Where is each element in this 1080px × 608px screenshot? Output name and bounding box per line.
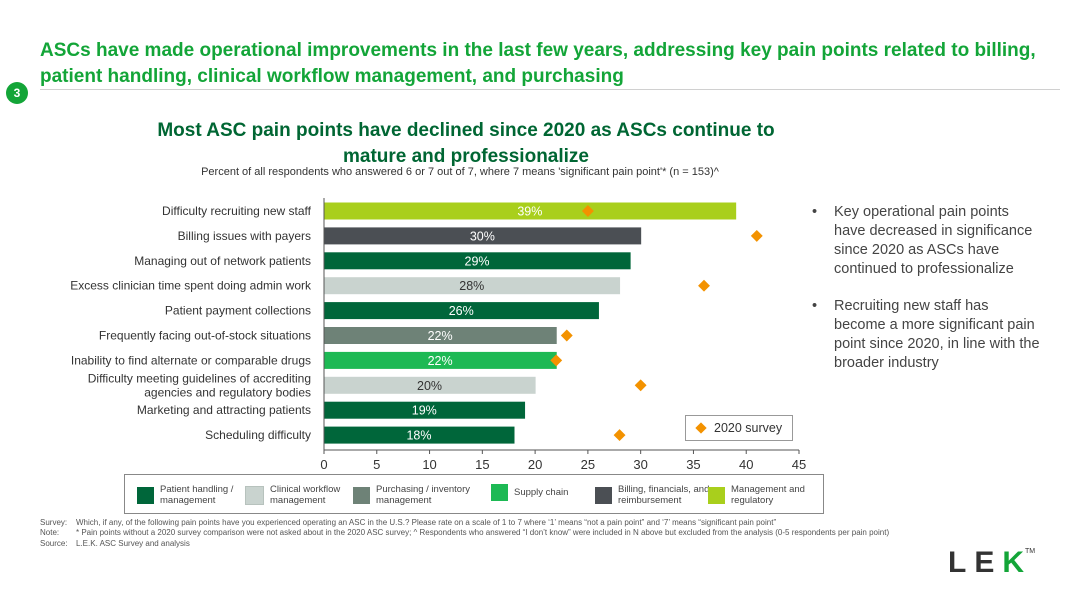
data-bar [324, 376, 536, 394]
data-bar [324, 252, 631, 270]
legend-swatch [137, 486, 154, 504]
bar-value-label: 18% [406, 429, 431, 443]
data-bar [324, 426, 515, 444]
data-bar [324, 327, 557, 344]
logo-letter-k: K [1002, 546, 1025, 579]
note-text: * Pain points without a 2020 survey comp… [76, 528, 890, 538]
footnotes: Survey: Which, if any, of the following p… [40, 518, 910, 549]
category-label: Billing issues with payers [178, 229, 311, 243]
category-label: Difficulty meeting guidelines of accredi… [88, 371, 311, 399]
takeaway-item: Recruiting new staff has become a more s… [812, 297, 1042, 373]
legend-label: Management and regulatory [731, 484, 805, 506]
chart-subtitle: Percent of all respondents who answered … [201, 166, 719, 178]
bar-value-label: 28% [459, 279, 484, 293]
bar-value-label: 29% [465, 254, 490, 268]
x-tick-label: 30 [633, 457, 647, 472]
x-tick-label: 0 [320, 457, 327, 472]
legend-label: Patient handling / management [160, 484, 234, 506]
category-label: Frequently facing out-of-stock situation… [99, 329, 311, 343]
bar-value-label: 20% [417, 379, 442, 393]
legend-swatch [708, 486, 725, 504]
legend-swatch [353, 486, 370, 504]
category-label: Excess clinician time spent doing admin … [70, 279, 312, 293]
x-tick-label: 45 [792, 457, 806, 472]
data-bar [324, 202, 737, 220]
category-label: Difficulty recruiting new staff [162, 204, 312, 218]
bar-value-label: 19% [412, 404, 437, 418]
survey-label: Survey: [40, 518, 68, 527]
data-bar [324, 302, 599, 320]
data-bar [324, 277, 621, 295]
x-tick-label: 20 [528, 457, 542, 472]
source-label: Source: [40, 538, 68, 548]
key-takeaways: Key operational pain points have decreas… [812, 203, 1042, 391]
legend-label: Clinical workflow management [270, 484, 341, 506]
survey-question: Which, if any, of the following pain poi… [76, 518, 777, 527]
page-number-badge: 3 [6, 82, 28, 104]
x-tick-label: 15 [475, 457, 489, 472]
bar-value-label: 39% [517, 205, 542, 219]
category-label: Patient payment collections [165, 304, 311, 318]
data-bar [324, 401, 526, 419]
legend-item: Clinical workflow management [245, 484, 340, 506]
bar-value-label: 22% [428, 329, 453, 343]
logo-trademark: TM [1025, 548, 1036, 555]
bar-value-label: 22% [428, 354, 453, 368]
bar-chart: 0 5 10 15 20 25 30 35 40 45 Difficulty recruiting … [70, 198, 806, 472]
category-label: Marketing and attracting patients [137, 403, 311, 417]
note-label: Note: [40, 528, 60, 538]
legend-item: Purchasing / inventory management [353, 484, 470, 506]
legend-swatch [491, 484, 508, 501]
survey-2020-marker [613, 429, 626, 442]
chart-title: Most ASC pain points have declined since… [157, 120, 775, 167]
legend-swatch [595, 486, 612, 504]
survey-2020-marker [750, 229, 763, 242]
legend-label: Purchasing / inventory management [376, 484, 470, 506]
x-tick-label: 25 [581, 457, 595, 472]
x-tick-label: 35 [686, 457, 700, 472]
x-tick-label: 40 [739, 457, 753, 472]
lek-logo: LE K TM [948, 548, 1035, 578]
legend-swatch [245, 485, 264, 505]
category-label: Managing out of network patients [134, 254, 311, 268]
survey-2020-marker [581, 205, 594, 217]
survey-2020-marker [560, 329, 573, 342]
survey-2020-marker [634, 379, 647, 392]
slide-headline: ASCs have made operational improvements … [40, 40, 1036, 87]
survey-legend: 2020 survey [685, 415, 793, 441]
survey-2020-marker [698, 279, 710, 292]
category-label: Inability to find alternate or comparabl… [71, 353, 311, 367]
legend-item: Management and regulatory [708, 484, 805, 506]
bar-value-label: 26% [449, 304, 474, 318]
logo-letters: LE [948, 546, 1003, 579]
legend-label: Supply chain [514, 487, 569, 498]
data-bar [324, 351, 557, 369]
legend-item: Patient handling / management [137, 484, 233, 506]
x-tick-label: 5 [373, 457, 380, 472]
legend-label: Billing, financials, and reimbursement [618, 484, 710, 506]
takeaway-item: Key operational pain points have decreas… [812, 203, 1042, 279]
bar-value-label: 30% [470, 229, 495, 243]
header-divider [40, 89, 1060, 90]
survey-legend-label: 2020 survey [714, 421, 783, 435]
category-label: Scheduling difficulty [205, 428, 311, 442]
category-legend: Patient handling / management Clinical wor… [124, 474, 824, 514]
diamond-marker-icon [695, 422, 707, 434]
x-tick-label: 10 [422, 457, 436, 472]
data-bar [324, 227, 642, 245]
source-text: L.E.K. ASC Survey and analysis [76, 538, 190, 548]
legend-item: Billing, financials, and reimbursement [595, 484, 709, 506]
legend-item: Supply chain [491, 484, 568, 501]
